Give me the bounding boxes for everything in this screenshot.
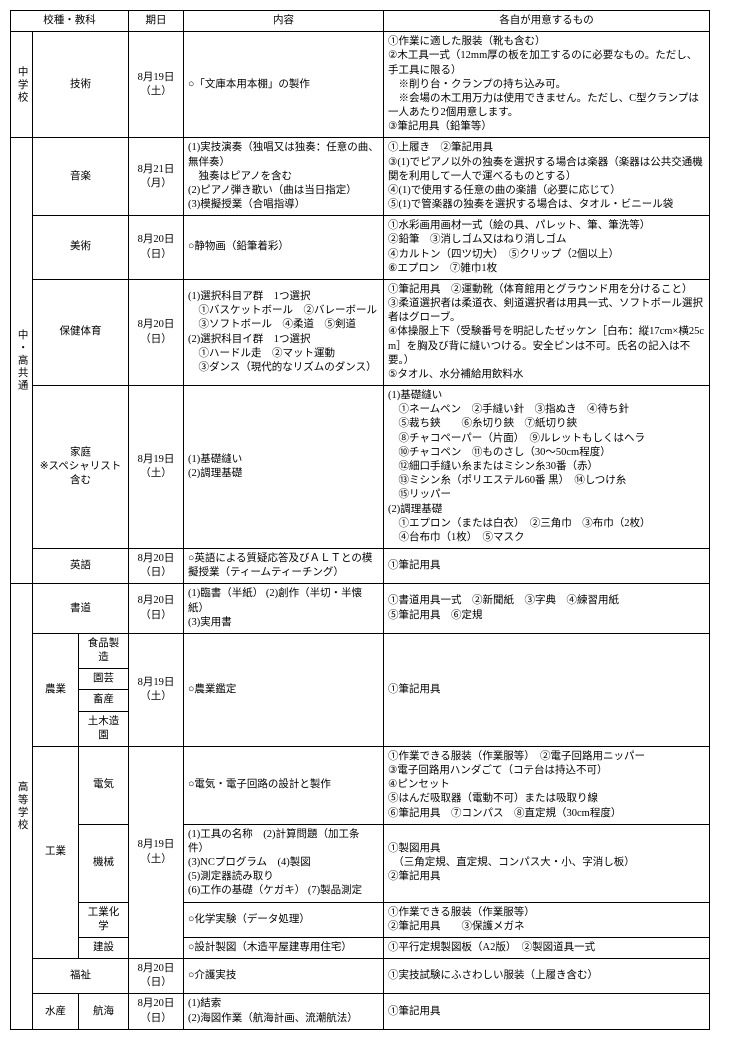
subject-music: 音楽 [33, 138, 129, 216]
subject-tech: 技術 [33, 32, 129, 138]
table-row: 高等学校 書道 8月20日（日） (1)臨書（半紙） (2)創作（半切・半懐紙）… [11, 584, 710, 634]
prep-cell: ①作業できる服装（作業服等）②筆記用具 ③保護メガネ [384, 902, 710, 937]
subject-ind: 工業 [33, 746, 79, 958]
ind-const: 建設 [79, 937, 129, 958]
subject-pe: 保健体育 [33, 279, 129, 385]
content-cell: ○英語による質疑応答及びＡＬＴとの模擬授業（ティームティーチング） [184, 549, 384, 584]
fishery-sub: 航海 [79, 994, 129, 1029]
table-row: 機械 (1)工具の名称 (2)計算問題（加工条件）(3)NCプログラム (4)製… [11, 824, 710, 902]
agri-sub2: 園芸 [79, 669, 129, 690]
prep-cell: ①書道用具一式 ②新聞紙 ③字典 ④練習用紙⑤筆記用具 ⑥定規 [384, 584, 710, 634]
cat-common: 中・高共通 [11, 138, 33, 584]
table-row: 中・高共通 音楽 8月21日（月） (1)実技演奏（独唱又は独奏：任意の曲、無伴… [11, 138, 710, 216]
content-cell: ○農業鑑定 [184, 633, 384, 746]
content-cell: ○介護実技 [184, 959, 384, 994]
content-cell: (1)臨書（半紙） (2)創作（半切・半懐紙）(3)実用書 [184, 584, 384, 634]
ind-mech: 機械 [79, 824, 129, 902]
prep-cell: ①製図用具 （三角定規、直定規、コンパス大・小、字消し板）②筆記用具 [384, 824, 710, 902]
prep-cell: ①実技試験にふさわしい服装（上履き含む） [384, 959, 710, 994]
subject-agri: 農業 [33, 633, 79, 746]
table-row: 工業 電気 8月19日（土） ○電気・電子回路の設計と製作 ①作業できる服装（作… [11, 746, 710, 824]
ind-chem: 工業化学 [79, 902, 129, 937]
table-row: 中学校 技術 8月19日（土） ○「文庫本用本棚」の製作 ①作業に適した服装（靴… [11, 32, 710, 138]
table-row: 工業化学 ○化学実験（データ処理） ①作業できる服装（作業服等）②筆記用具 ③保… [11, 902, 710, 937]
content-cell: ○「文庫本用本棚」の製作 [184, 32, 384, 138]
content-cell: (1)工具の名称 (2)計算問題（加工条件）(3)NCプログラム (4)製図(5… [184, 824, 384, 902]
hdr-category: 校種・教科 [11, 11, 129, 32]
agri-sub1: 食品製造 [79, 633, 129, 668]
prep-cell: (1)基礎縫い ①ネームペン ②手縫い針 ③指ぬき ④待ち針 ⑤裁ち鋏 ⑥糸切り… [384, 386, 710, 549]
subject-art: 美術 [33, 216, 129, 280]
ind-elec: 電気 [79, 746, 129, 824]
date-cell: 8月20日（日） [129, 959, 184, 994]
schedule-table: 校種・教科 期日 内容 各自が用意するもの 中学校 技術 8月19日（土） ○「… [10, 10, 710, 1030]
cat-jhs: 中学校 [11, 32, 33, 138]
content-cell: ○静物画（鉛筆着彩） [184, 216, 384, 280]
hdr-date: 期日 [129, 11, 184, 32]
content-cell: (1)基礎縫い(2)調理基礎 [184, 386, 384, 549]
date-cell: 8月21日（月） [129, 138, 184, 216]
prep-cell: ①筆記用具 [384, 633, 710, 746]
hdr-prep: 各自が用意するもの [384, 11, 710, 32]
table-row: 保健体育 8月20日（日） (1)選択科目ア群 1つ選択 ①バスケットボール ②… [11, 279, 710, 385]
date-cell: 8月20日（日） [129, 549, 184, 584]
prep-cell: ①上履き ②筆記用具③(1)でピアノ以外の独奏を選択する場合は楽器（楽器は公共交… [384, 138, 710, 216]
date-cell: 8月20日（日） [129, 994, 184, 1029]
cat-hs: 高等学校 [11, 584, 33, 1029]
header-row: 校種・教科 期日 内容 各自が用意するもの [11, 11, 710, 32]
date-cell: 8月19日（土） [129, 32, 184, 138]
content-cell: (1)選択科目ア群 1つ選択 ①バスケットボール ②バレーボール ③ソフトボール… [184, 279, 384, 385]
subject-welfare: 福祉 [33, 959, 129, 994]
table-row: 家庭※スペシャリスト含む 8月19日（土） (1)基礎縫い(2)調理基礎 (1)… [11, 386, 710, 549]
prep-cell: ①筆記用具 [384, 994, 710, 1029]
prep-cell: ①作業できる服装（作業服等） ②電子回路用ニッパー③電子回路用ハンダごて（コテ台… [384, 746, 710, 824]
agri-sub4: 土木造園 [79, 711, 129, 746]
hdr-content: 内容 [184, 11, 384, 32]
prep-cell: ①筆記用具 [384, 549, 710, 584]
content-cell: ○化学実験（データ処理） [184, 902, 384, 937]
agri-sub3: 畜産 [79, 690, 129, 711]
subject-calli: 書道 [33, 584, 129, 634]
table-row: 福祉 8月20日（日） ○介護実技 ①実技試験にふさわしい服装（上履き含む） [11, 959, 710, 994]
table-row: 英語 8月20日（日） ○英語による質疑応答及びＡＬＴとの模擬授業（ティームティ… [11, 549, 710, 584]
table-row: 農業 食品製造 8月19日（土） ○農業鑑定 ①筆記用具 [11, 633, 710, 668]
prep-cell: ①水彩画用画材一式（絵の具、パレット、筆、筆洗等）②鉛筆 ③消しゴム又はねり消し… [384, 216, 710, 280]
date-cell: 8月20日（日） [129, 279, 184, 385]
date-cell: 8月19日（土） [129, 746, 184, 958]
date-cell: 8月20日（日） [129, 216, 184, 280]
table-row: 建設 ○設計製図（木造平屋建専用住宅） ①平行定規製図板（A2版） ②製図道具一… [11, 937, 710, 958]
table-row: 水産 航海 8月20日（日） (1)結索(2)海図作業（航海計画、流潮航法） ①… [11, 994, 710, 1029]
table-row: 美術 8月20日（日） ○静物画（鉛筆着彩） ①水彩画用画材一式（絵の具、パレッ… [11, 216, 710, 280]
subject-eng: 英語 [33, 549, 129, 584]
content-cell: (1)実技演奏（独唱又は独奏：任意の曲、無伴奏） 独奏はピアノを含む(2)ピアノ… [184, 138, 384, 216]
content-cell: (1)結索(2)海図作業（航海計画、流潮航法） [184, 994, 384, 1029]
subject-home: 家庭※スペシャリスト含む [33, 386, 129, 549]
prep-cell: ①筆記用具 ②運動靴（体育館用とグラウンド用を分けること） ③柔道選択者は柔道衣… [384, 279, 710, 385]
prep-cell: ①作業に適した服装（靴も含む）②木工具一式（12mm厚の板を加工するのに必要なも… [384, 32, 710, 138]
prep-cell: ①平行定規製図板（A2版） ②製図道具一式 [384, 937, 710, 958]
date-cell: 8月20日（日） [129, 584, 184, 634]
subject-fishery: 水産 [33, 994, 79, 1029]
date-cell: 8月19日（土） [129, 633, 184, 746]
content-cell: ○電気・電子回路の設計と製作 [184, 746, 384, 824]
content-cell: ○設計製図（木造平屋建専用住宅） [184, 937, 384, 958]
date-cell: 8月19日（土） [129, 386, 184, 549]
